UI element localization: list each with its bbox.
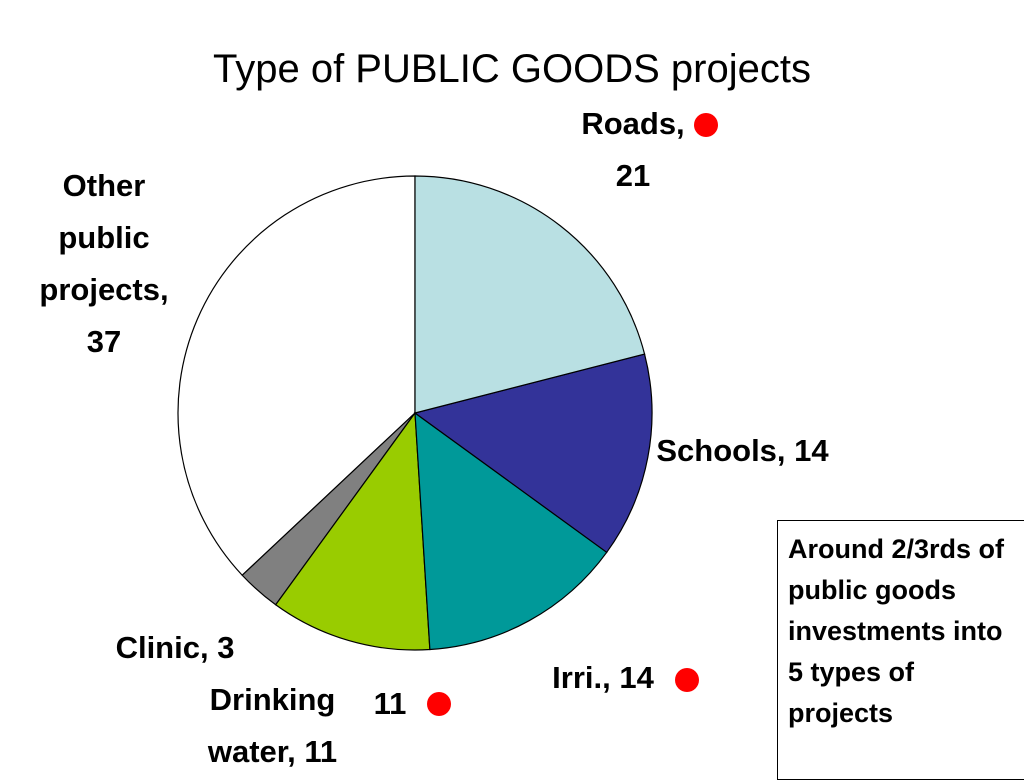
pie-slice: [274, 411, 431, 651]
marker-dot: [427, 692, 451, 716]
pie-slice: [413, 353, 653, 554]
data-label: Schools, 14: [656, 433, 829, 468]
data-label: Irri., 14: [552, 660, 654, 695]
note-box: Around 2/3rds of public goods investment…: [777, 520, 1024, 780]
marker-dot: [694, 113, 718, 137]
pie-slice: [177, 175, 416, 577]
data-label: Clinic, 3: [115, 630, 235, 665]
chart-title: Type of PUBLIC GOODS projects: [213, 47, 811, 91]
marker-dot: [675, 668, 699, 692]
data-label: Drinking water, 11: [207, 682, 338, 769]
annotation: 11: [373, 686, 407, 721]
data-label: Roads, 21: [581, 106, 685, 193]
pie-slice: [414, 175, 646, 414]
pie-slice: [414, 411, 608, 651]
data-label: Other public projects, 37: [39, 168, 169, 359]
